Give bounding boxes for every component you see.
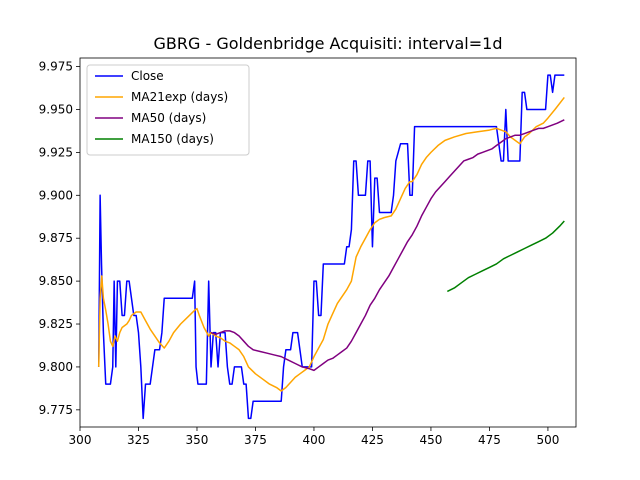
x-tick-label-3: 375 xyxy=(244,433,267,447)
x-tick-label-5: 425 xyxy=(361,433,384,447)
x-tick-label-7: 475 xyxy=(478,433,501,447)
plot-area xyxy=(79,57,577,428)
legend-label-2: MA50 (days) xyxy=(131,111,206,125)
series-layer xyxy=(97,74,565,420)
x-tick-label-2: 350 xyxy=(186,433,209,447)
series-line-0 xyxy=(97,74,565,420)
y-tick-label-2: 9.825 xyxy=(39,317,73,331)
series-line-2 xyxy=(210,119,565,372)
legend-label-1: MA21exp (days) xyxy=(131,90,228,104)
x-tick-label-0: 300 xyxy=(69,433,92,447)
x-tick-label-1: 325 xyxy=(127,433,150,447)
y-axis: 9.775 9.800 9.825 9.850 9.875 9.900 9.925 9.950… xyxy=(39,60,80,417)
y-tick-label-5: 9.900 xyxy=(39,188,73,202)
legend-box xyxy=(86,64,250,156)
plot-frame xyxy=(79,57,577,428)
y-tick-label-6: 9.925 xyxy=(39,145,73,159)
legend-label-0: Close xyxy=(131,69,164,83)
series-line-1 xyxy=(97,97,565,392)
legend-label-3: MA150 (days) xyxy=(131,132,214,146)
x-tick-label-4: 400 xyxy=(303,433,326,447)
chart-title: GBRG - Goldenbridge Acquisiti: interval=… xyxy=(154,34,503,53)
y-tick-label-7: 9.950 xyxy=(39,102,73,116)
x-tick-label-6: 450 xyxy=(419,433,442,447)
y-tick-label-0: 9.775 xyxy=(39,403,73,417)
y-tick-label-3: 9.850 xyxy=(39,274,73,288)
y-tick-label-8: 9.975 xyxy=(39,60,73,74)
x-axis: 300 325 350 375 400 425 450 475 500 xyxy=(69,427,559,447)
y-tick-label-4: 9.875 xyxy=(39,231,73,245)
series-line-3 xyxy=(446,220,565,293)
x-tick-label-8: 500 xyxy=(536,433,559,447)
legend: Close MA21exp (days) MA50 (days) MA150 (day… xyxy=(86,64,250,156)
y-tick-label-1: 9.800 xyxy=(39,360,73,374)
